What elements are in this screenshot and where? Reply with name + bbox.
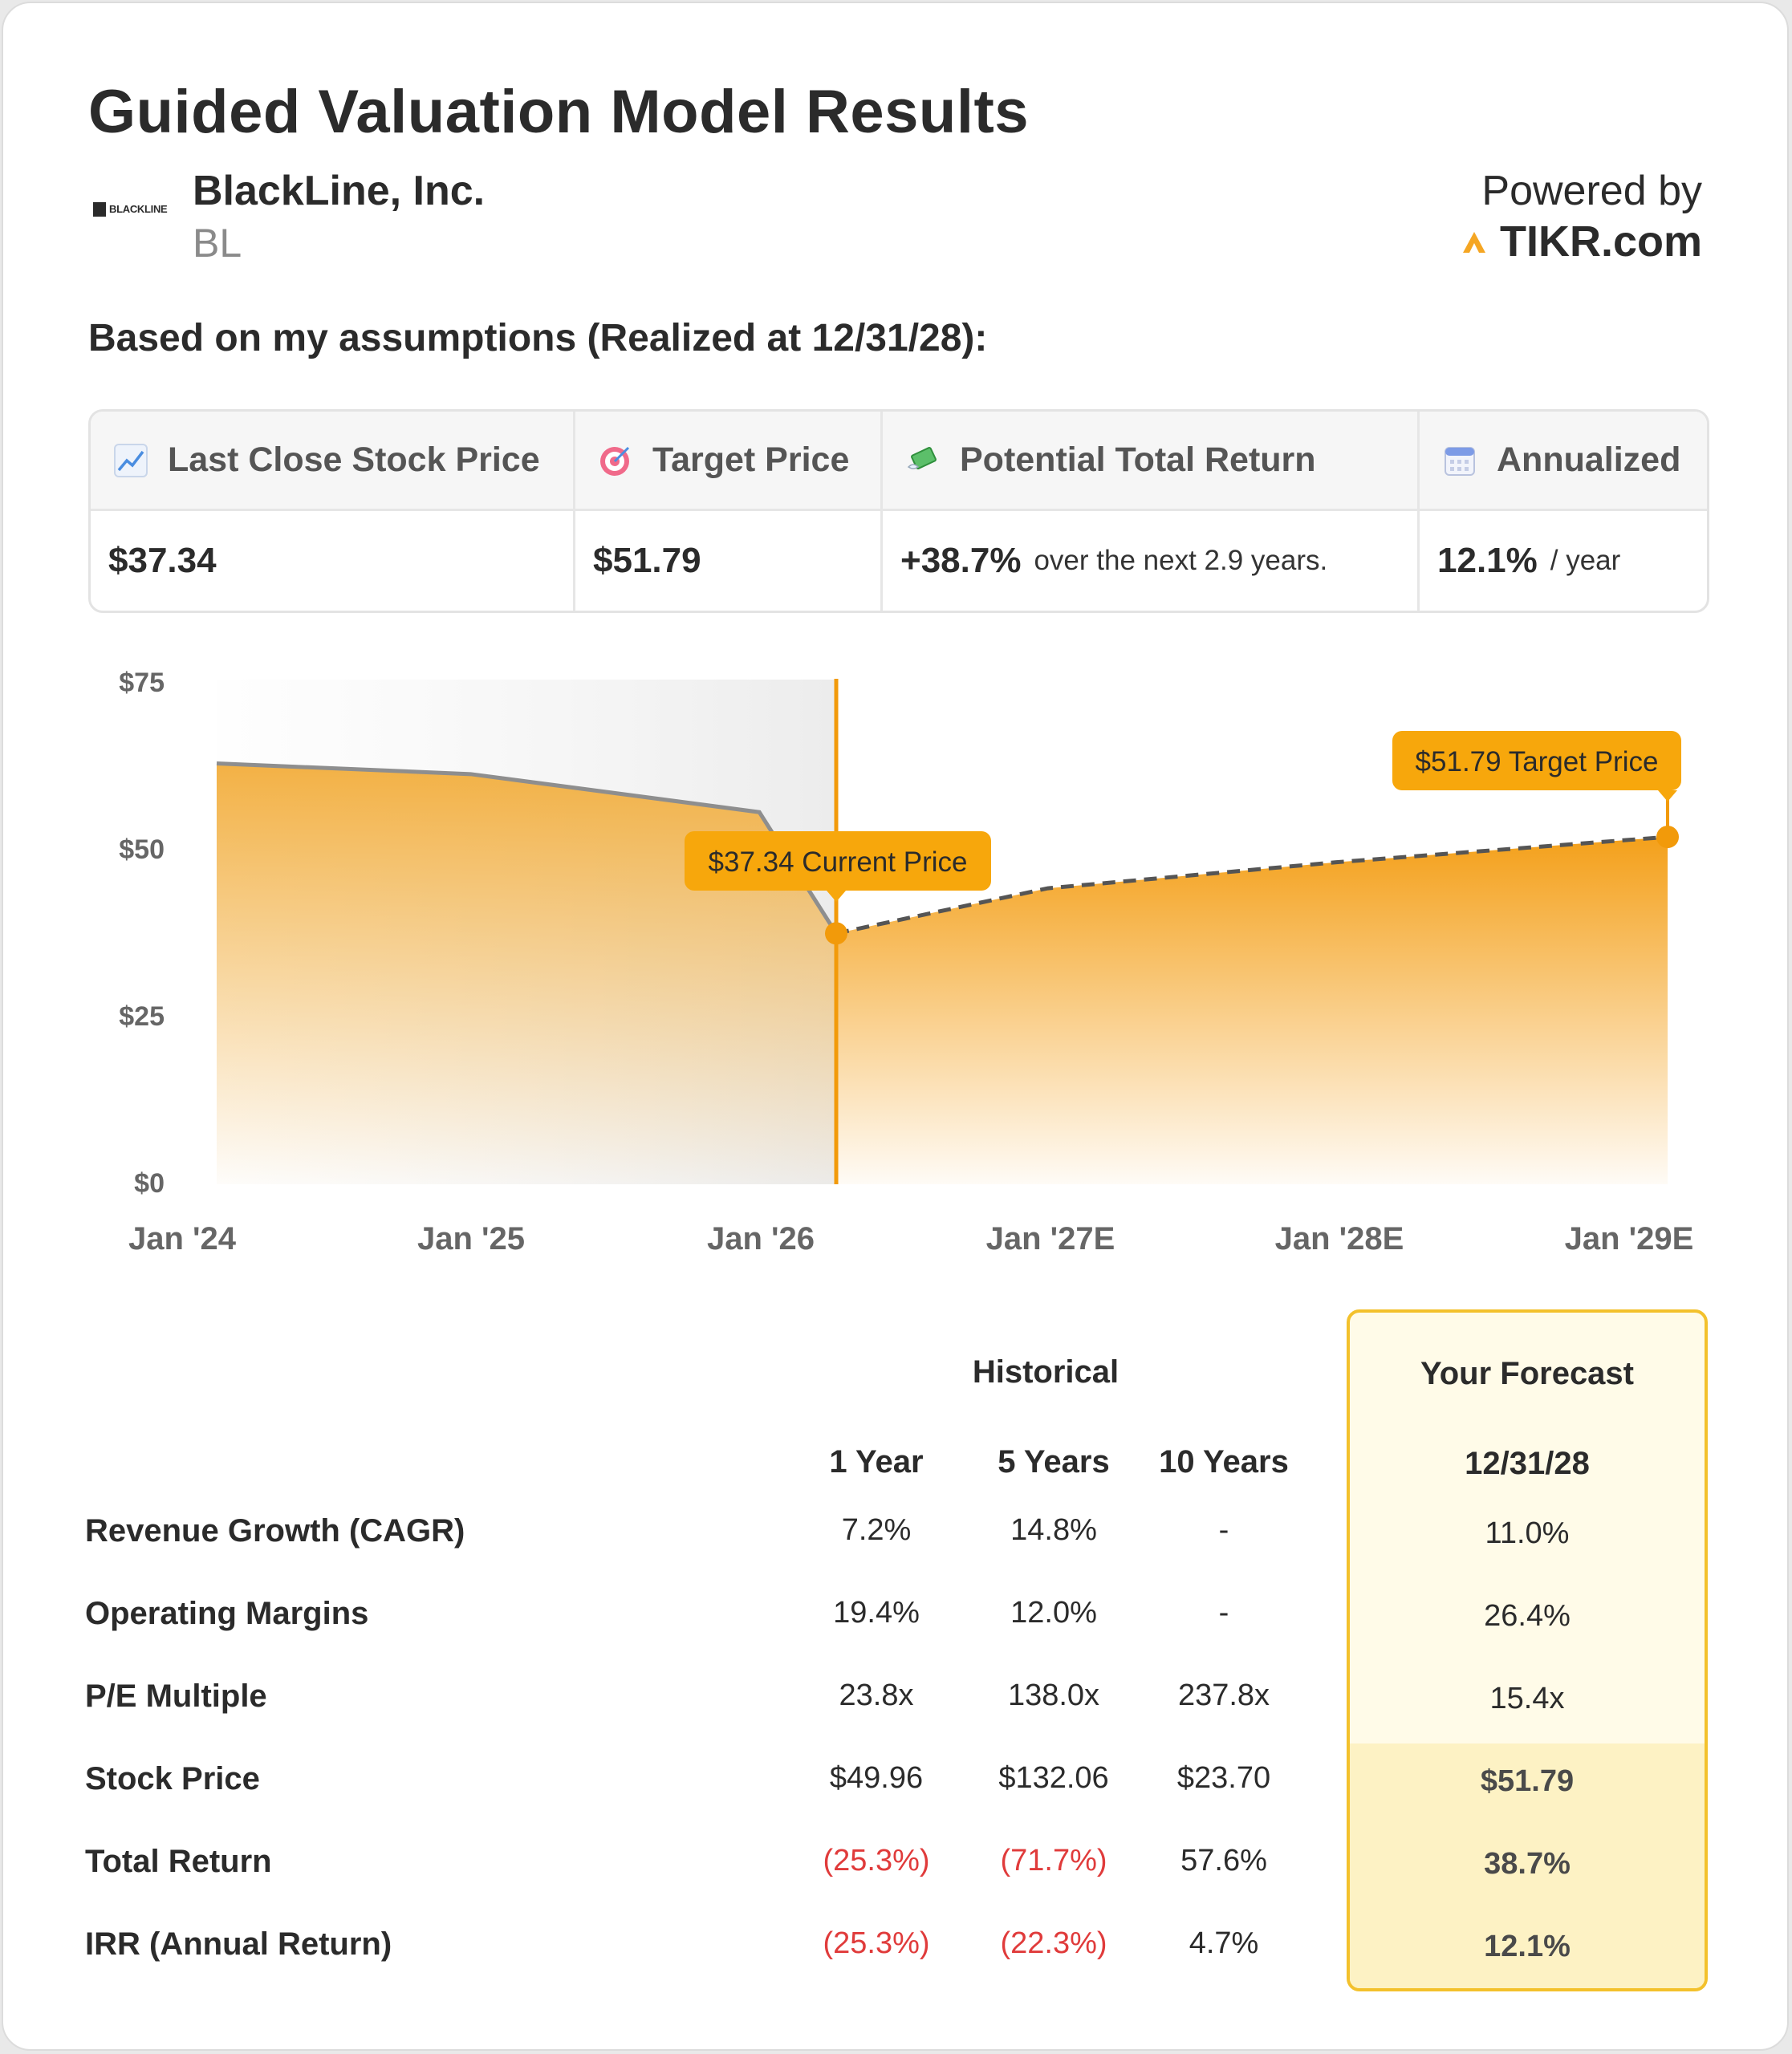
logo-mark-icon (93, 202, 106, 217)
row-label: P/E Multiple (85, 1679, 267, 1714)
x-tick-label: Jan '27E (986, 1221, 1115, 1256)
tikr-brand-link[interactable]: TIKR.com (1460, 217, 1702, 266)
tikr-logo-icon (1462, 232, 1485, 253)
annualized-value: 12.1% (1437, 541, 1538, 580)
table-cell: 4.7% (1189, 1926, 1259, 1960)
annotation-pointer (827, 891, 846, 902)
metrics-table: Last Close Stock Price $37.34 Target Pri… (88, 409, 1709, 613)
series-area-forecast (836, 837, 1668, 1184)
forecast-header: Your Forecast (1420, 1356, 1634, 1391)
table-cell: 138.0x (1007, 1679, 1100, 1712)
logo-wordmark: BLACKLINE (109, 203, 168, 215)
table-cell: 11.0% (1485, 1516, 1570, 1550)
annotation-point (825, 922, 847, 945)
last-close-value: $37.34 (108, 541, 217, 580)
row-label: Operating Margins (85, 1596, 369, 1631)
money-wings-icon (907, 446, 937, 469)
annotation-box (685, 831, 991, 891)
tikr-brand-text: TIKR.com (1499, 217, 1702, 266)
metric-label: Annualized (1497, 440, 1681, 479)
table-cell: - (1218, 1513, 1229, 1547)
x-tick-label: Jan '29E (1565, 1221, 1694, 1256)
target-value: $51.79 (593, 541, 701, 580)
col-header-forecast-date: 12/31/28 (1465, 1446, 1590, 1481)
chart-increasing-icon (114, 443, 148, 477)
row-label: Revenue Growth (CAGR) (85, 1513, 465, 1549)
price-chart: $75 $50 $25 $0 Jan '24 Jan '25 Jan '26 Jan '27E… (0, 642, 1792, 1284)
annotation-box (1392, 731, 1681, 790)
row-label: Stock Price (85, 1761, 260, 1796)
total-return-suffix: over the next 2.9 years. (1034, 545, 1328, 576)
table-cell: (22.3%) (1000, 1926, 1107, 1960)
metric-label: Target Price (652, 440, 850, 479)
forecast-column-box (1347, 1309, 1708, 1991)
assumptions-heading: Based on my assumptions (Realized at 12/… (88, 317, 988, 359)
powered-by-label: Powered by (1481, 168, 1702, 214)
table-cell: 57.6% (1180, 1844, 1267, 1877)
target-price-label: $51.79 Target Price (1416, 746, 1659, 777)
table-cell: - (1218, 1596, 1229, 1630)
page-title: Guided Valuation Model Results (88, 78, 1030, 146)
table-cell: $132.06 (998, 1761, 1109, 1795)
table-cell: 14.8% (1010, 1513, 1097, 1547)
metric-label: Last Close Stock Price (168, 440, 540, 479)
x-tick-label: Jan '26 (707, 1221, 815, 1256)
metric-target: Target Price $51.79 (575, 412, 883, 611)
x-tick-label: Jan '25 (417, 1221, 525, 1256)
table-cell: 19.4% (833, 1596, 920, 1630)
col-header-10-years: 10 Years (1159, 1444, 1289, 1480)
total-return-value: +38.7% (900, 541, 1022, 580)
annotation-point (1656, 826, 1679, 849)
col-header-1-year: 1 Year (829, 1444, 924, 1480)
metric-annualized: Annualized 12.1% / year (1420, 412, 1707, 611)
row-label: Total Return (85, 1844, 272, 1879)
y-tick-label: $75 (119, 668, 165, 698)
table-cell: 23.8x (839, 1679, 914, 1712)
table-cell: 12.1% (1484, 1930, 1571, 1963)
annualized-suffix: / year (1550, 545, 1621, 576)
table-cell: 12.0% (1010, 1596, 1097, 1630)
table-cell: 26.4% (1484, 1599, 1571, 1633)
table-cell: (25.3%) (823, 1926, 930, 1960)
table-cell: 7.2% (841, 1513, 912, 1547)
annotation-pointer (1658, 790, 1677, 802)
x-tick-label: Jan '28E (1275, 1221, 1404, 1256)
target-icon (600, 446, 630, 476)
table-cell: 237.8x (1177, 1679, 1270, 1712)
col-header-5-years: 5 Years (998, 1444, 1110, 1480)
metric-total-return: Potential Total Return +38.7% over the n… (883, 412, 1420, 611)
series-line-forecast (835, 834, 1668, 936)
table-cell: (71.7%) (1000, 1844, 1107, 1877)
current-price-label: $37.34 Current Price (709, 846, 968, 878)
table-cell: $23.70 (1176, 1761, 1271, 1795)
table-cell: $51.79 (1480, 1764, 1575, 1798)
series-area-historical (217, 763, 836, 1184)
y-tick-label: $0 (134, 1168, 165, 1199)
company-ticker: BL (193, 221, 242, 266)
metric-label: Potential Total Return (960, 440, 1316, 479)
table-cell: $49.96 (829, 1761, 924, 1795)
historical-header: Historical (972, 1354, 1119, 1390)
company-logo: BLACKLINE (93, 202, 169, 218)
row-label: IRR (Annual Return) (85, 1926, 392, 1962)
table-cell: (25.3%) (823, 1844, 930, 1877)
x-tick-label: Jan '24 (128, 1221, 237, 1256)
y-tick-label: $50 (119, 834, 165, 865)
y-tick-label: $25 (119, 1001, 165, 1032)
table-cell: 38.7% (1484, 1847, 1571, 1881)
company-name: BlackLine, Inc. (193, 168, 486, 214)
calendar-icon (1445, 446, 1475, 476)
table-cell: 15.4x (1489, 1682, 1565, 1715)
price-chart-svg: $75 $50 $25 $0 Jan '24 Jan '25 Jan '26 Jan '27E… (119, 668, 1694, 1256)
metric-last-close: Last Close Stock Price $37.34 (91, 412, 575, 611)
